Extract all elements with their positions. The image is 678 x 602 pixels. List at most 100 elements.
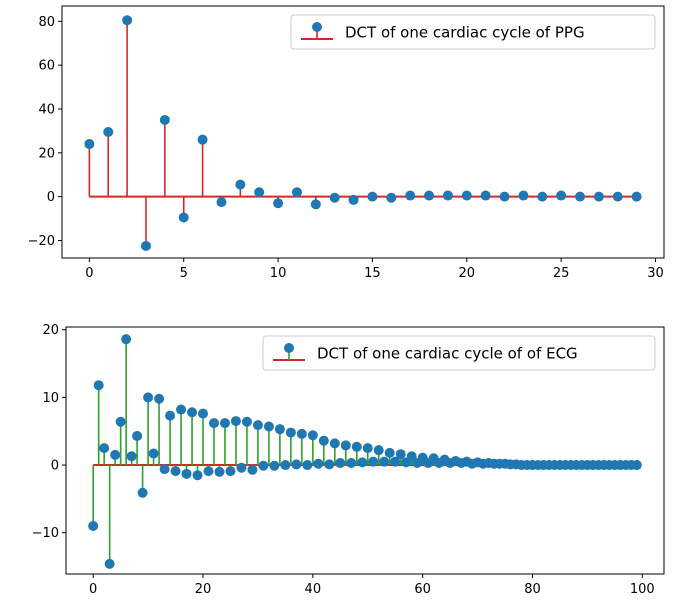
stem-marker (367, 191, 378, 202)
legend-marker-handle (284, 343, 294, 353)
stem-marker (556, 190, 567, 201)
stem-marker (203, 466, 214, 477)
stem-marker (258, 460, 269, 471)
stem-marker (461, 190, 472, 201)
legend-marker-handle (312, 22, 322, 32)
stem-marker (99, 443, 110, 454)
x-tick-label: 5 (180, 266, 188, 281)
x-tick-label: 0 (89, 582, 97, 597)
stem-marker (612, 191, 623, 202)
y-tick-label: 0 (51, 459, 59, 474)
stem-marker (307, 430, 318, 441)
stem-marker (159, 464, 170, 475)
stem-marker (280, 460, 291, 471)
stem-marker (170, 466, 181, 477)
stem-marker (269, 460, 280, 471)
legend-box (290, 14, 656, 50)
stem-marker (230, 416, 241, 427)
stem-marker (631, 191, 642, 202)
stem-marker (137, 487, 148, 498)
stem-marker (148, 448, 159, 459)
stem-marker (140, 240, 151, 251)
stem-marker (132, 430, 143, 441)
stem-marker (291, 459, 302, 470)
stem-marker (159, 114, 170, 125)
y-tick-label: 60 (38, 59, 55, 74)
y-tick-label: 0 (47, 190, 55, 205)
stem-marker (126, 451, 137, 462)
stem-marker (395, 449, 406, 460)
stem-marker (104, 558, 115, 569)
stem-marker (386, 192, 397, 203)
stem-marker (348, 194, 359, 205)
x-tick-label: 30 (647, 266, 664, 281)
stem-marker (178, 212, 189, 223)
x-tick-label: 40 (305, 582, 322, 597)
x-tick-label: 10 (270, 266, 287, 281)
stem-marker (406, 451, 417, 462)
stem-marker (313, 458, 324, 469)
stem-marker (115, 416, 126, 427)
stem-marker (208, 418, 219, 429)
stem-marker (143, 392, 154, 403)
stem-marker (518, 190, 529, 201)
y-tick-label: 20 (42, 323, 59, 338)
stem-marker (357, 457, 368, 468)
stem-marker (241, 416, 252, 427)
stem-marker (122, 15, 133, 26)
stem-marker (181, 468, 192, 479)
stem-marker (285, 427, 296, 438)
ppg-dct-stem-plot: 0 5 10 15 20 25 30 −20 0 20 40 60 80 DCT of one cardi… (28, 5, 665, 281)
stem-marker (192, 470, 203, 481)
stem-marker (593, 191, 604, 202)
stem-marker (121, 334, 132, 345)
axes-frame (61, 5, 665, 259)
y-tick-label: 80 (38, 15, 55, 30)
stem-marker (263, 421, 274, 432)
stem-marker (235, 179, 246, 190)
y-tick-label: −10 (32, 526, 59, 541)
axes-frame (65, 326, 665, 575)
stem-marker (390, 456, 401, 467)
stem-marker (103, 127, 114, 137)
ecg-dct-stem-plot: 0 20 40 60 80 100 −10 0 10 20 DCT of one cardiac c… (32, 323, 665, 597)
stem-marker (254, 187, 265, 198)
stem-marker (537, 191, 548, 202)
legend-box (262, 335, 656, 371)
legend: DCT of one cardiac cycle of of ECG (262, 335, 656, 371)
stem-marker (368, 456, 379, 467)
stem-marker (219, 418, 230, 429)
stem-marker (310, 199, 321, 210)
stem-marker (346, 458, 357, 469)
stem-marker (273, 198, 284, 209)
stem-marker (318, 435, 329, 446)
stem-marker (340, 440, 351, 451)
legend-label: DCT of one cardiac cycle of PPG (345, 24, 585, 42)
x-tick-label: 20 (195, 582, 212, 597)
legend: DCT of one cardiac cycle of PPG (290, 14, 656, 50)
stem-marker (110, 449, 121, 460)
y-tick-label: 40 (38, 102, 55, 117)
stem-marker (176, 404, 187, 415)
stem-marker (329, 438, 340, 449)
stem-marker (575, 191, 586, 202)
stem-marker (362, 443, 373, 454)
stem-marker (373, 445, 384, 456)
stem-marker (499, 191, 510, 202)
x-tick-label: 80 (524, 582, 541, 597)
stem-marker (225, 466, 236, 477)
stem-marker (187, 407, 198, 418)
stem-marker (631, 460, 642, 471)
x-tick-label: 0 (85, 266, 93, 281)
x-tick-label: 15 (364, 266, 381, 281)
x-tick-label: 100 (630, 582, 655, 597)
x-tick-label: 60 (414, 582, 431, 597)
stem-marker (291, 187, 302, 198)
y-tick-label: 10 (42, 391, 59, 406)
y-tick-label: 20 (38, 146, 55, 161)
stem-marker (302, 460, 313, 471)
y-tick-label: −20 (28, 234, 55, 249)
x-tick-label: 20 (459, 266, 476, 281)
stem-marker (247, 464, 258, 475)
stem-marker (296, 428, 307, 439)
